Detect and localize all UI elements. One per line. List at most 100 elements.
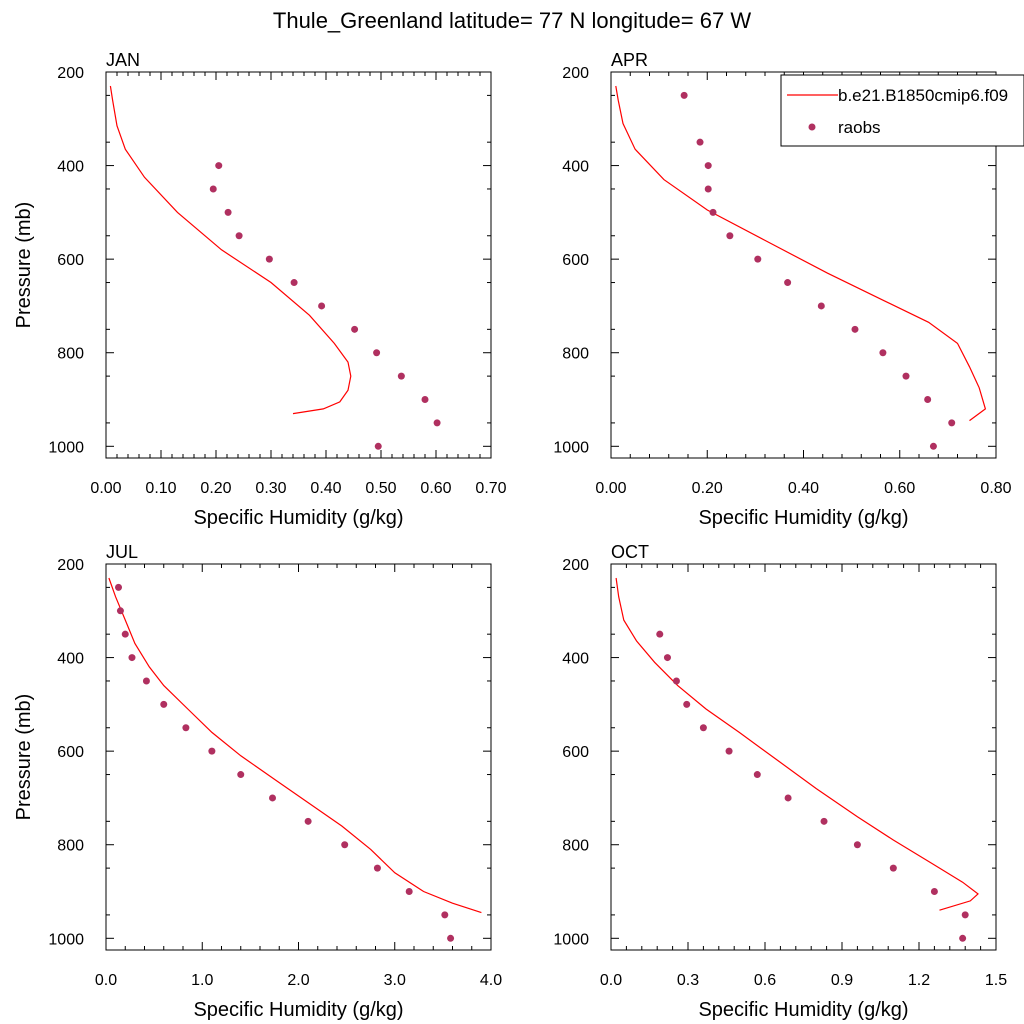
raobs-point	[290, 279, 298, 287]
raobs-point	[224, 208, 232, 216]
raobs-point	[725, 747, 733, 755]
x-tick-label: 0.0	[95, 972, 117, 989]
legend-box	[780, 74, 1024, 147]
x-tick-label: 0.10	[145, 480, 176, 497]
raobs-point	[374, 442, 382, 450]
y-tick-label: 400	[57, 651, 84, 668]
plot-area	[109, 85, 441, 450]
x-tick-label: 0.50	[365, 480, 396, 497]
raobs-point	[853, 841, 861, 849]
raobs-point	[182, 724, 190, 732]
panel-title: JAN	[106, 50, 140, 70]
raobs-point	[929, 442, 937, 450]
raobs-point	[754, 255, 762, 263]
x-tick-label: 1.5	[985, 972, 1007, 989]
y-tick-label: 800	[57, 838, 84, 855]
raobs-point	[663, 654, 671, 662]
y-tick-label: 200	[562, 65, 589, 82]
x-tick-label: 0.3	[677, 972, 699, 989]
x-tick-label: 0.0	[600, 972, 622, 989]
panel-oct: 0.0 0.3 0.6 0.9 1.2 1.5 200 400 600 800 1000 OCT Spe…	[553, 542, 1007, 1021]
raobs-point	[948, 419, 956, 427]
raobs-point	[405, 888, 413, 896]
panel-apr: 0.00 0.20 0.40 0.60 0.80 200 400 600 800 1000 APR S…	[553, 50, 1011, 529]
plot-area	[615, 85, 987, 450]
raobs-point	[656, 630, 664, 638]
model-profile-line	[109, 85, 352, 415]
legend: b.e21.B1850cmip6.f09 raobs	[780, 74, 1024, 147]
x-tick-label: 1.0	[191, 972, 213, 989]
x-tick-label: 0.40	[788, 480, 819, 497]
plot-area	[615, 577, 979, 942]
raobs-point	[447, 934, 455, 942]
y-tick-label: 1000	[48, 931, 84, 948]
raobs-point	[269, 794, 277, 802]
x-tick-label: 0.60	[420, 480, 451, 497]
y-tick-label: 200	[562, 557, 589, 574]
raobs-point	[142, 677, 150, 685]
plot-frame	[105, 71, 492, 459]
raobs-point	[441, 911, 449, 919]
raobs-point	[930, 888, 938, 896]
x-axis-label: Specific Humidity (g/kg)	[698, 507, 908, 529]
raobs-point	[817, 302, 825, 310]
y-tick-label: 600	[562, 252, 589, 269]
panel-title: OCT	[611, 542, 649, 562]
raobs-point	[924, 396, 932, 404]
y-tick-label: 1000	[553, 931, 589, 948]
y-tick-label: 400	[562, 159, 589, 176]
x-tick-label: 0.9	[831, 972, 853, 989]
x-tick-label: 1.2	[908, 972, 930, 989]
y-tick-label: 600	[57, 744, 84, 761]
x-tick-label: 0.20	[200, 480, 231, 497]
panels: 0.00 0.10 0.20 0.30 0.40 0.50 0.60 0.70 200 400 60…	[13, 50, 1012, 1021]
raobs-point	[160, 700, 168, 708]
raobs-point	[237, 771, 245, 779]
raobs-point	[304, 817, 312, 825]
y-tick-label: 600	[562, 744, 589, 761]
x-tick-label: 0.30	[255, 480, 286, 497]
panel-jan: 0.00 0.10 0.20 0.30 0.40 0.50 0.60 0.70 200 400 60…	[13, 50, 507, 529]
raobs-point	[753, 771, 761, 779]
y-tick-label: 200	[57, 65, 84, 82]
legend-obs-swatch	[808, 123, 816, 131]
raobs-point	[208, 747, 216, 755]
raobs-point	[116, 607, 124, 615]
x-axis-label: Specific Humidity (g/kg)	[193, 999, 403, 1021]
x-tick-label: 0.80	[980, 480, 1011, 497]
raobs-point	[318, 302, 326, 310]
y-axis-label: Pressure (mb)	[13, 694, 35, 821]
y-tick-label: 200	[57, 557, 84, 574]
raobs-point	[341, 841, 349, 849]
raobs-point	[889, 864, 897, 872]
y-tick-label: 1000	[553, 439, 589, 456]
raobs-point	[672, 677, 680, 685]
raobs-point	[699, 724, 707, 732]
y-tick-label: 800	[562, 346, 589, 363]
x-axis-label: Specific Humidity (g/kg)	[698, 999, 908, 1021]
figure-title: Thule_Greenland latitude= 77 N longitude…	[273, 8, 751, 33]
plot-frame	[105, 563, 492, 951]
raobs-point	[397, 372, 405, 380]
raobs-point	[961, 911, 969, 919]
raobs-point	[235, 232, 243, 240]
y-axis-label: Pressure (mb)	[13, 202, 35, 329]
legend-model-label: b.e21.B1850cmip6.f09	[838, 86, 1008, 105]
raobs-point	[351, 325, 359, 333]
raobs-point	[879, 349, 887, 357]
x-tick-label: 0.40	[310, 480, 341, 497]
raobs-point	[215, 162, 223, 170]
raobs-point	[784, 794, 792, 802]
y-tick-label: 800	[57, 346, 84, 363]
x-tick-label: 0.70	[475, 480, 506, 497]
legend-obs-label: raobs	[838, 118, 881, 137]
panel-title: APR	[611, 50, 648, 70]
y-tick-label: 400	[562, 651, 589, 668]
y-tick-label: 1000	[48, 439, 84, 456]
raobs-point	[851, 325, 859, 333]
raobs-point	[683, 700, 691, 708]
raobs-point	[128, 654, 136, 662]
raobs-point	[209, 185, 217, 193]
raobs-point	[115, 583, 123, 591]
